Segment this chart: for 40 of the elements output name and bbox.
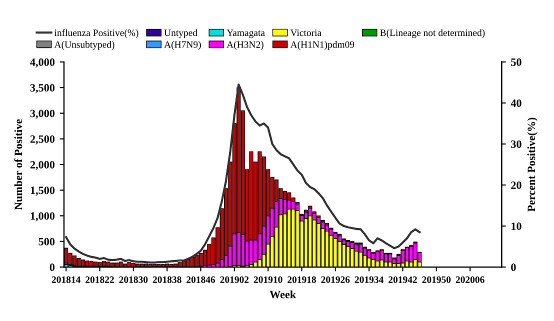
y2-tick-label: 10 [512,222,522,230]
y-tick-label: 1,500 [30,186,55,196]
y-tick-label: 3,000 [30,110,55,119]
y2-axis-title: Percent Positive(%) [527,118,538,212]
y-axis-title: Number of Positive [14,119,22,210]
legend-label: A(H3N2) [226,41,264,50]
y2-tick-label: 40 [510,99,522,107]
legend-label: A(Unsubtyped) [54,41,114,50]
legend-label: influenza Positive(%) [54,29,138,38]
x-tick-label: 201902 [220,276,249,283]
y-tick-label: 1,000 [30,212,55,222]
y-tick-label: 2,000 [30,160,55,170]
y2-tick-label: 30 [511,140,522,148]
x-tick-label: 201918 [288,276,316,283]
x-tick-label: 201830 [119,276,148,283]
x-tick-label: 201910 [254,276,282,283]
x-axis-title: Week [270,290,296,298]
x-tick-label: 202006 [456,276,484,283]
y2-tick-label: 0 [511,264,516,272]
y2-tick-label: 50 [511,58,522,66]
legend-label: A(H7N9) [164,41,201,50]
legend-label: Yamagata [226,30,265,38]
x-tick-label: 201822 [86,276,114,283]
y-tick-label: 3,500 [30,84,55,94]
y-tick-label: 0 [50,264,55,272]
y-tick-label: 2,500 [30,135,55,144]
x-tick-label: 201846 [186,276,216,283]
x-tick-label: 201950 [422,276,451,283]
legend-label: B(Lineage not determined) [380,29,485,38]
x-tick-label: 201926 [321,276,350,283]
y-tick-label: 4,000 [30,58,55,68]
x-tick-label: 201942 [388,276,417,283]
x-tick-label: 201838 [152,276,182,283]
y2-tick-label: 20 [511,181,522,189]
legend-label: Victoria [290,30,322,36]
legend-label: A(H1N1)pdm09 [290,41,354,50]
legend-label: Untyped [164,29,198,38]
y-tick-label: 500 [38,238,55,246]
x-tick-label: 201934 [354,276,384,283]
x-tick-label: 201814 [52,276,80,283]
